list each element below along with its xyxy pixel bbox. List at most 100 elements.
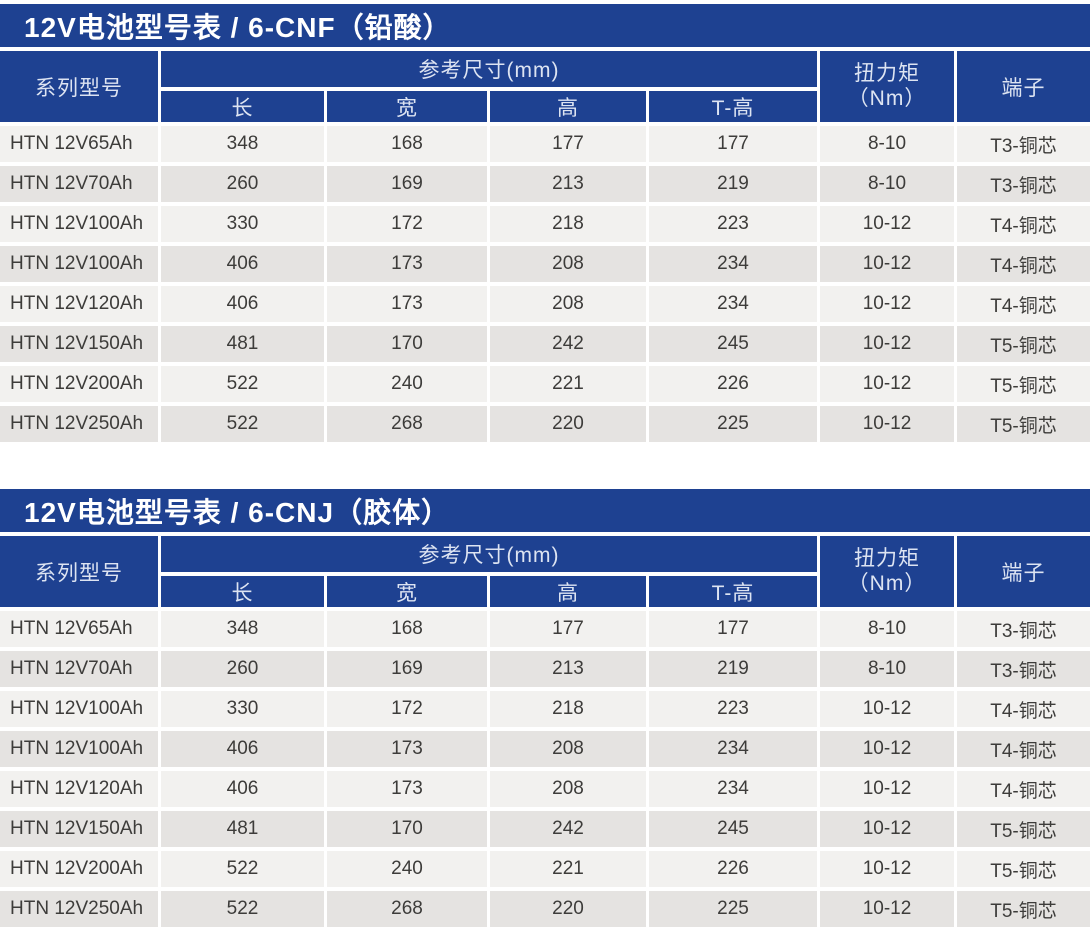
cell-torque: 10-12 — [820, 326, 954, 362]
cell-torque: 10-12 — [820, 406, 954, 442]
header-dim-length: 长 — [161, 576, 324, 607]
cell-length: 522 — [161, 406, 324, 442]
cell-torque: 8-10 — [820, 126, 954, 162]
cell-model: HTN 12V120Ah — [0, 286, 158, 322]
cell-t-height: 234 — [649, 731, 817, 767]
cell-terminal: T3-铜芯 — [957, 651, 1090, 687]
cell-torque: 10-12 — [820, 206, 954, 242]
cell-model: HTN 12V200Ah — [0, 851, 158, 887]
header-dim-width: 宽 — [327, 91, 487, 122]
cell-width: 172 — [327, 691, 487, 727]
cell-terminal: T4-铜芯 — [957, 286, 1090, 322]
cell-torque: 10-12 — [820, 286, 954, 322]
cell-torque: 10-12 — [820, 811, 954, 847]
cell-length: 406 — [161, 731, 324, 767]
cell-model: HTN 12V70Ah — [0, 651, 158, 687]
cell-model: HTN 12V100Ah — [0, 246, 158, 282]
cell-torque: 10-12 — [820, 691, 954, 727]
cell-torque: 10-12 — [820, 366, 954, 402]
table-title: 12V电池型号表 / 6-CNF（铅酸） — [24, 11, 452, 43]
cell-height: 218 — [490, 206, 646, 242]
header-torque: 扭力矩 （Nm） — [820, 51, 954, 122]
cell-width: 173 — [327, 286, 487, 322]
cell-height: 208 — [490, 246, 646, 282]
cell-length: 481 — [161, 811, 324, 847]
cell-t-height: 177 — [649, 126, 817, 162]
cell-height: 177 — [490, 611, 646, 647]
cell-height: 221 — [490, 851, 646, 887]
table-title-bar: 12V电池型号表 / 6-CNF（铅酸） — [0, 4, 1090, 47]
table-title-bar: 12V电池型号表 / 6-CNJ（胶体） — [0, 489, 1090, 532]
cell-height: 213 — [490, 166, 646, 202]
cell-t-height: 177 — [649, 611, 817, 647]
cell-height: 220 — [490, 406, 646, 442]
cell-model: HTN 12V250Ah — [0, 891, 158, 927]
cell-t-height: 226 — [649, 851, 817, 887]
cell-width: 168 — [327, 611, 487, 647]
header-series-model: 系列型号 — [0, 536, 158, 607]
cell-length: 348 — [161, 611, 324, 647]
cell-t-height: 225 — [649, 891, 817, 927]
cell-t-height: 219 — [649, 651, 817, 687]
header-torque-unit: （Nm） — [847, 86, 927, 110]
cell-height: 242 — [490, 326, 646, 362]
cell-torque: 10-12 — [820, 731, 954, 767]
cell-terminal: T4-铜芯 — [957, 691, 1090, 727]
header-series-model: 系列型号 — [0, 51, 158, 122]
cell-t-height: 223 — [649, 206, 817, 242]
cell-width: 173 — [327, 771, 487, 807]
cell-length: 522 — [161, 891, 324, 927]
header-dim-width: 宽 — [327, 576, 487, 607]
cell-torque: 10-12 — [820, 891, 954, 927]
cell-width: 169 — [327, 166, 487, 202]
cell-length: 330 — [161, 206, 324, 242]
cell-width: 268 — [327, 891, 487, 927]
cell-model: HTN 12V250Ah — [0, 406, 158, 442]
header-dim-height: 高 — [490, 91, 646, 122]
cell-terminal: T4-铜芯 — [957, 731, 1090, 767]
cell-t-height: 234 — [649, 771, 817, 807]
cell-t-height: 245 — [649, 811, 817, 847]
header-dim-t-height: T-高 — [649, 576, 817, 607]
cell-t-height: 225 — [649, 406, 817, 442]
cell-length: 522 — [161, 366, 324, 402]
header-dim-length: 长 — [161, 91, 324, 122]
cell-terminal: T5-铜芯 — [957, 366, 1090, 402]
header-dim-height: 高 — [490, 576, 646, 607]
cell-terminal: T3-铜芯 — [957, 166, 1090, 202]
cell-width: 170 — [327, 811, 487, 847]
cell-width: 240 — [327, 366, 487, 402]
cell-height: 208 — [490, 771, 646, 807]
cell-length: 260 — [161, 651, 324, 687]
cell-terminal: T5-铜芯 — [957, 891, 1090, 927]
cell-model: HTN 12V120Ah — [0, 771, 158, 807]
cell-height: 220 — [490, 891, 646, 927]
cell-terminal: T3-铜芯 — [957, 126, 1090, 162]
cell-width: 169 — [327, 651, 487, 687]
cell-terminal: T5-铜芯 — [957, 811, 1090, 847]
cell-model: HTN 12V70Ah — [0, 166, 158, 202]
cell-width: 268 — [327, 406, 487, 442]
cell-t-height: 223 — [649, 691, 817, 727]
cell-model: HTN 12V65Ah — [0, 126, 158, 162]
cell-width: 168 — [327, 126, 487, 162]
cell-height: 177 — [490, 126, 646, 162]
cell-width: 240 — [327, 851, 487, 887]
cell-torque: 10-12 — [820, 246, 954, 282]
cell-length: 406 — [161, 286, 324, 322]
cell-width: 170 — [327, 326, 487, 362]
cell-length: 406 — [161, 771, 324, 807]
cell-model: HTN 12V150Ah — [0, 811, 158, 847]
cell-torque: 8-10 — [820, 651, 954, 687]
header-reference-dimensions: 参考尺寸(mm) — [161, 51, 817, 87]
table-grid: 系列型号 参考尺寸(mm) 扭力矩 （Nm） 端子 长 宽 高 T-高 HTN … — [0, 51, 1090, 442]
cell-width: 173 — [327, 246, 487, 282]
cell-t-height: 219 — [649, 166, 817, 202]
cell-length: 406 — [161, 246, 324, 282]
cell-length: 481 — [161, 326, 324, 362]
cell-length: 348 — [161, 126, 324, 162]
battery-table-section: 12V电池型号表 / 6-CNF（铅酸） 系列型号 参考尺寸(mm) 扭力矩 （… — [0, 4, 1090, 442]
cell-model: HTN 12V150Ah — [0, 326, 158, 362]
cell-height: 221 — [490, 366, 646, 402]
header-torque-label: 扭力矩 — [854, 62, 920, 86]
